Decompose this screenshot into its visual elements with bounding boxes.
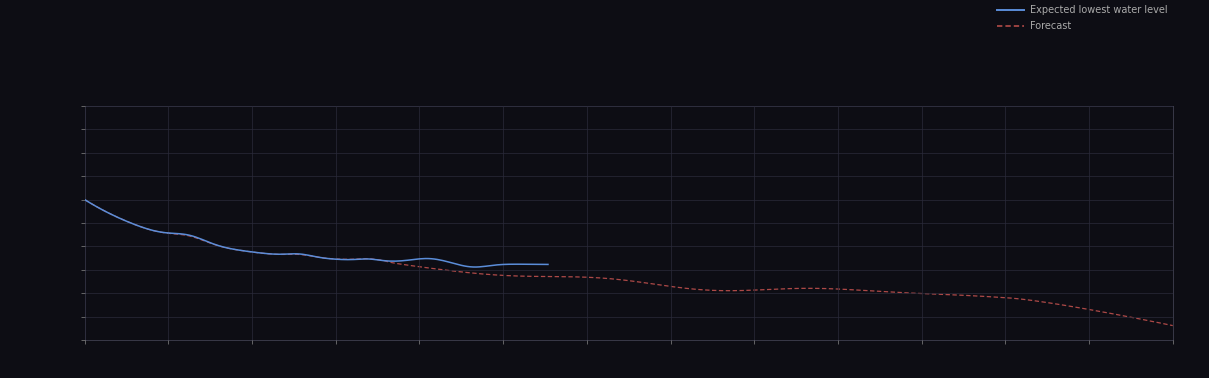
Legend: Expected lowest water level, Forecast: Expected lowest water level, Forecast <box>997 5 1168 31</box>
